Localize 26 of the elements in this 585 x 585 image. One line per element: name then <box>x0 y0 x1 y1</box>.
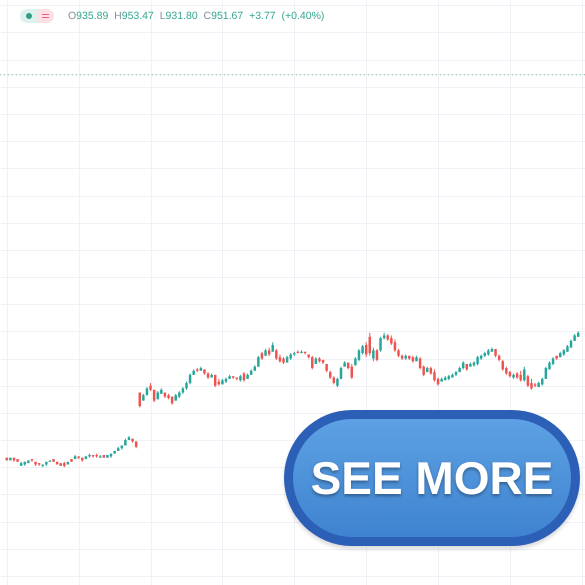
candlestick <box>519 370 522 382</box>
candlestick <box>530 378 533 390</box>
candlestick <box>152 389 156 403</box>
candlestick <box>394 339 396 352</box>
candlestick <box>368 332 372 356</box>
candlestick <box>138 392 142 408</box>
candlestick <box>188 372 192 385</box>
candlestick <box>242 372 246 382</box>
candlestick <box>350 363 354 380</box>
candlestick <box>526 374 530 388</box>
text: O935.89 H953.47 L931.80 C951.67 +3.77 (+0.40%) <box>68 10 324 22</box>
candlestick <box>372 347 375 362</box>
candlestick <box>501 359 504 372</box>
candlestick <box>376 348 378 362</box>
candlestick <box>433 368 436 382</box>
candlestick <box>476 355 479 366</box>
candlestick <box>340 366 342 380</box>
candlestick <box>336 377 339 388</box>
button: SEE MORE <box>284 410 580 546</box>
candlestick <box>379 336 382 352</box>
candlestick <box>214 374 216 388</box>
annotation: SEE MORE <box>310 451 554 505</box>
candlestick <box>275 348 278 360</box>
candlestick <box>523 366 526 382</box>
candlestick <box>311 355 314 370</box>
candlestick <box>358 348 360 362</box>
